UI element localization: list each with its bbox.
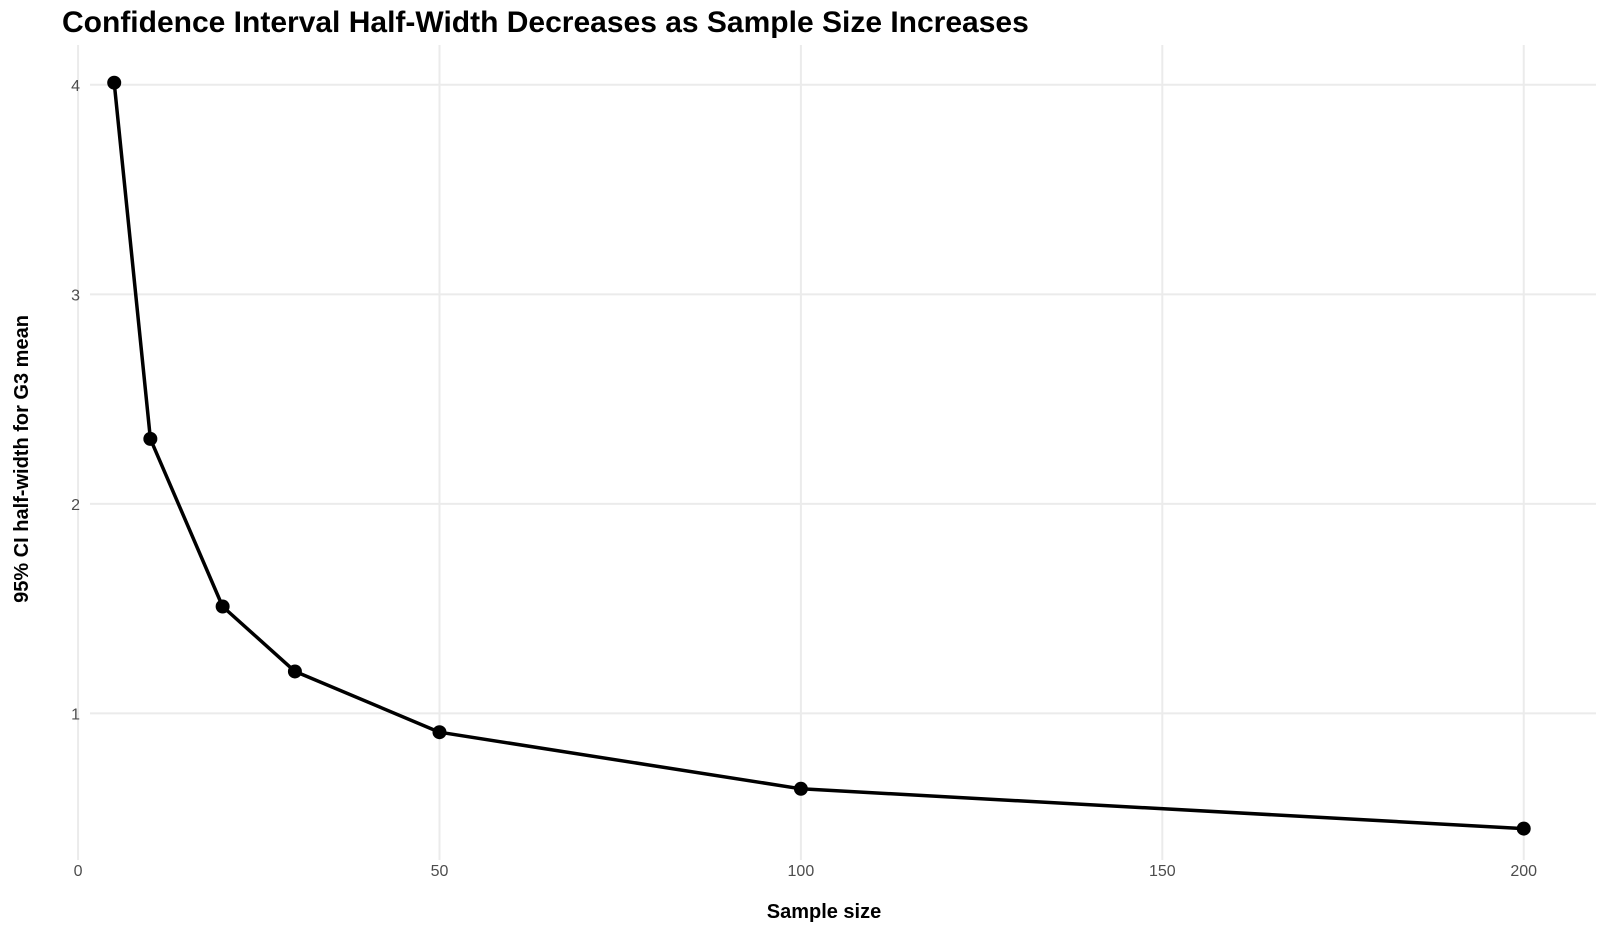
tick-labels: 0 50 100 150 200 1 2 3 4 bbox=[71, 78, 1537, 880]
data-point bbox=[793, 781, 808, 796]
y-tick-label: 4 bbox=[71, 78, 80, 95]
x-tick-label: 100 bbox=[788, 863, 815, 880]
data-point bbox=[287, 664, 302, 679]
series-layer bbox=[107, 75, 1531, 836]
chart-title: Confidence Interval Half-Width Decreases… bbox=[62, 6, 1029, 39]
y-tick-label: 3 bbox=[71, 287, 80, 304]
x-axis-title: Sample size bbox=[767, 901, 882, 923]
data-point bbox=[1516, 821, 1531, 836]
series-line bbox=[112, 80, 1526, 831]
y-axis-title: 95% CI half-width for G3 mean bbox=[11, 315, 33, 603]
y-tick-label: 1 bbox=[71, 706, 80, 723]
data-point bbox=[432, 725, 447, 740]
y-tick-label: 2 bbox=[71, 497, 80, 514]
data-point bbox=[107, 75, 122, 90]
grid-layer bbox=[77, 45, 1596, 860]
x-tick-label: 150 bbox=[1149, 863, 1176, 880]
data-point bbox=[215, 599, 230, 614]
x-tick-label: 0 bbox=[74, 863, 83, 880]
x-tick-label: 50 bbox=[431, 863, 449, 880]
x-tick-label: 200 bbox=[1510, 863, 1537, 880]
data-point bbox=[143, 431, 158, 446]
